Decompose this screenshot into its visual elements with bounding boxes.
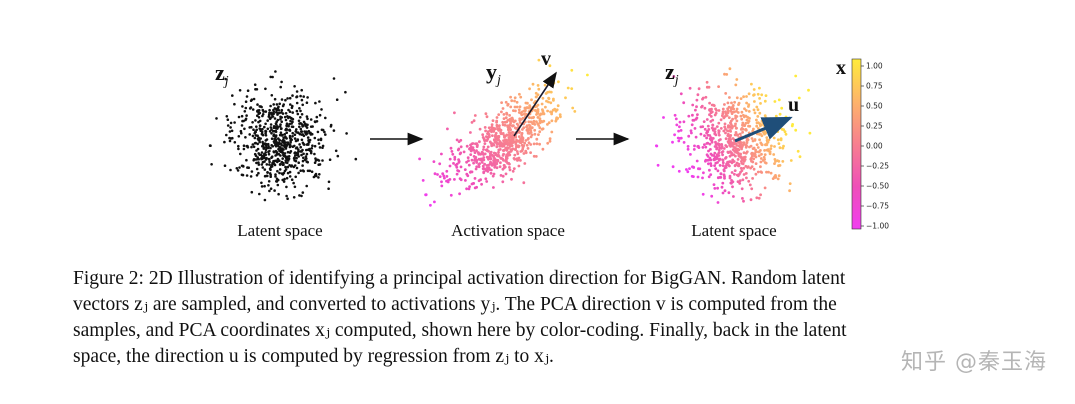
colorbar-tick-label: −1.00 — [866, 222, 889, 231]
colorbar — [851, 58, 862, 230]
figure-caption: Figure 2: 2D Illustration of identifying… — [73, 266, 1033, 370]
middle-var-label: yj — [486, 59, 501, 88]
latent-space-colored-scatter — [655, 67, 812, 204]
middle-panel-caption: Activation space — [451, 221, 565, 240]
colorbar-tick-label: 0.75 — [866, 82, 883, 91]
caption-line-4: space, the direction u is computed by re… — [73, 346, 554, 367]
left-var-label: zj — [215, 60, 229, 89]
right-var-label: zj — [665, 59, 679, 88]
colorbar-tick-label: 1.00 — [866, 62, 883, 71]
colorbar-tick-label: 0.50 — [866, 102, 883, 111]
vector-u-label: u — [788, 94, 799, 116]
colorbar-ticks: 1.00 0.75 0.50 0.25 0.00 −0.25 −0.50 −0.75 −1.00 — [861, 62, 889, 231]
caption-line-3: samples, and PCA coordinates xⱼ computed… — [73, 320, 847, 341]
pca-vector-v — [513, 71, 557, 137]
colorbar-tick-label: 0.25 — [866, 122, 883, 131]
caption-line-1: Figure 2: 2D Illustration of identifying… — [73, 268, 846, 289]
latent-space-scatter — [208, 70, 358, 202]
colorbar-tick-label: −0.25 — [866, 162, 889, 171]
colorbar-tick-label: −0.50 — [866, 182, 889, 191]
watermark: 知乎 @秦玉海 — [901, 350, 1047, 375]
colorbar-tick-label: −0.75 — [866, 202, 889, 211]
vector-v-label: v — [541, 48, 551, 70]
colorbar-tick-label: 0.00 — [866, 142, 883, 151]
right-panel-caption: Latent space — [691, 221, 776, 240]
caption-line-2: vectors zⱼ are sampled, and converted to… — [73, 294, 837, 315]
colorbar-label: x — [836, 57, 846, 79]
activation-space-scatter — [418, 58, 589, 207]
left-panel-caption: Latent space — [237, 221, 322, 240]
regression-vector-u — [734, 116, 793, 143]
